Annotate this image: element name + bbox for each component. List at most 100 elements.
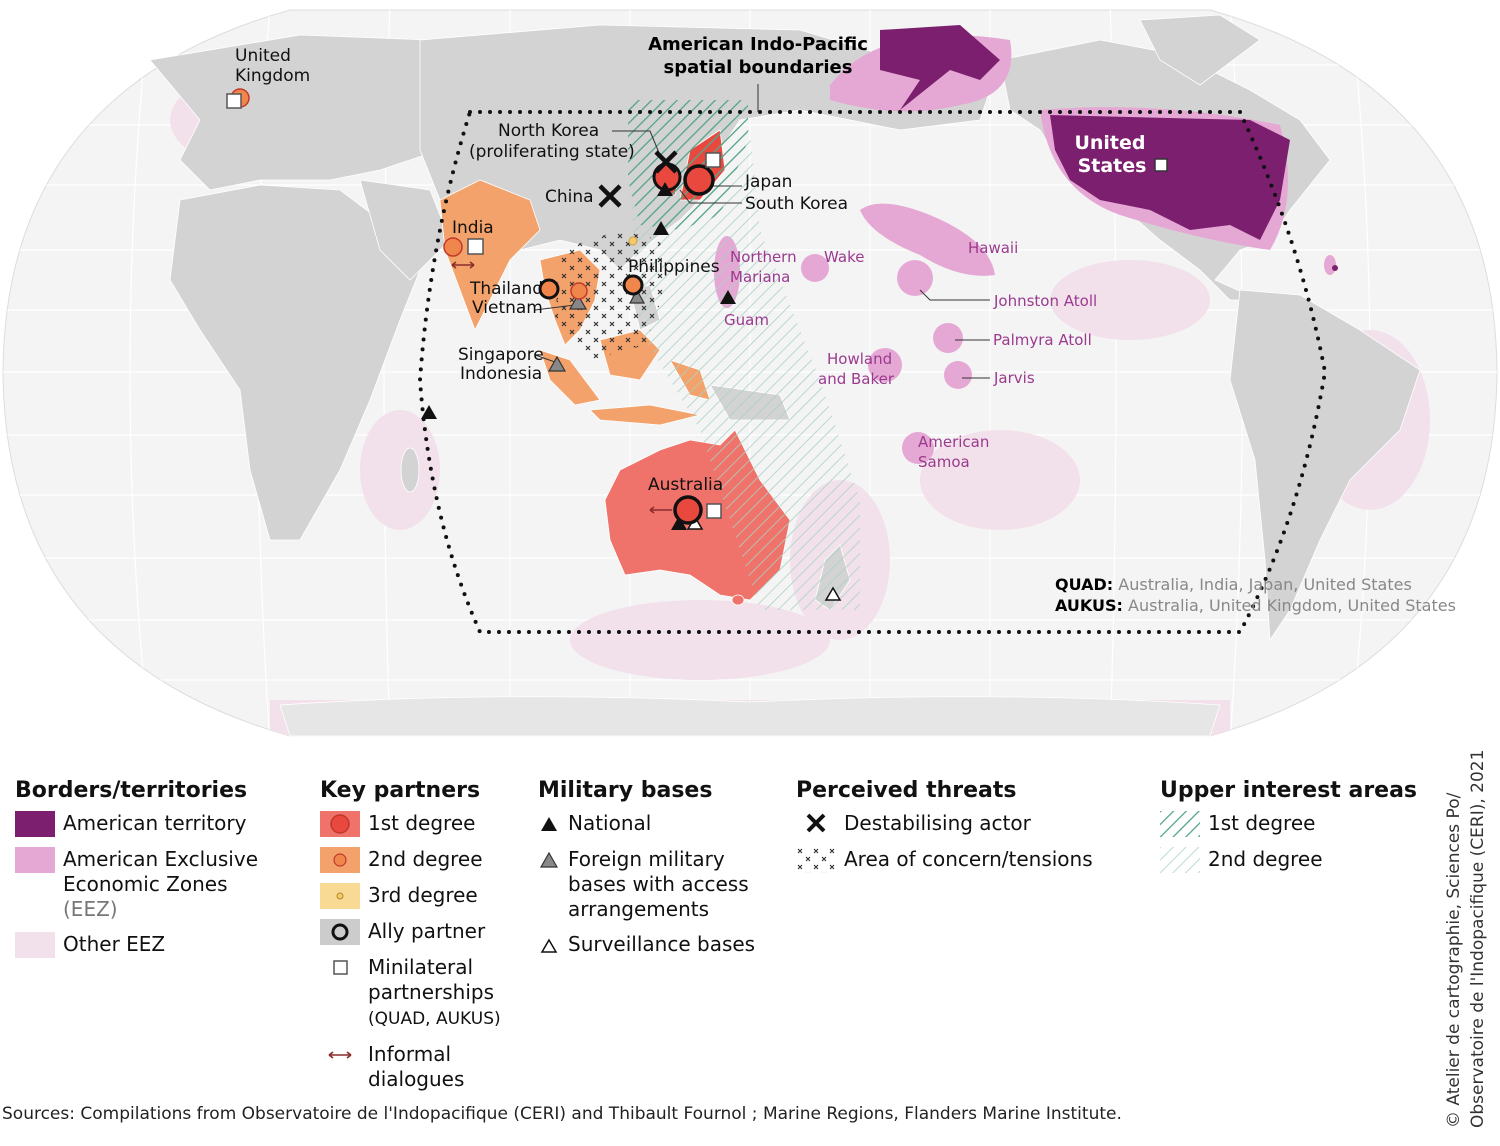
land-part — [1139, 14, 1261, 86]
legend-title: Borders/territories — [15, 778, 248, 803]
swatch-part — [806, 813, 826, 833]
american-eez-part — [868, 348, 902, 382]
markers-part — [570, 282, 588, 300]
legend-label: Informal dialogues — [368, 1042, 465, 1091]
swatch — [328, 1051, 352, 1059]
swatch — [796, 847, 836, 873]
leader-lines-part — [612, 130, 663, 161]
legend-label: Foreign military bases with access arran… — [568, 847, 749, 921]
legend-item: Informal dialogues — [320, 1042, 540, 1092]
swatch — [15, 811, 55, 837]
swatch-part — [336, 892, 344, 900]
place-label: Jarvis — [993, 369, 1035, 387]
markers-part — [451, 261, 475, 269]
group-note: QUAD: Australia, India, Japan, United St… — [1055, 575, 1412, 594]
american-eez-part — [801, 254, 829, 282]
legend-item: Foreign military bases with access arran… — [538, 847, 768, 922]
markers-part — [467, 238, 484, 255]
swatch — [806, 813, 826, 833]
markers — [226, 88, 1168, 601]
legend-label: Destabilising actor — [844, 811, 1031, 835]
basemap — [2, 9, 1498, 737]
legend-label-part: (EEZ) — [63, 897, 118, 921]
swatch — [1160, 847, 1200, 873]
land-part — [400, 447, 420, 493]
swatch — [15, 932, 55, 958]
legend-item: Other EEZ — [15, 932, 305, 958]
label-line: United — [1074, 132, 1145, 154]
land-part — [149, 34, 441, 191]
leader-lines-part — [679, 189, 742, 204]
legend-item: National — [538, 811, 768, 837]
legend-label: Surveillance bases — [568, 932, 756, 956]
swatch — [320, 811, 360, 837]
legend-item: American Exclusive Economic Zones (EEZ) — [15, 847, 305, 922]
boundary-label-line: American Indo-Pacific — [648, 34, 868, 55]
swatch — [320, 847, 360, 873]
leader-lines-part — [534, 354, 556, 363]
place-label: Wake — [824, 248, 864, 266]
eez-other-part — [570, 600, 830, 680]
group-members: Australia, India, Japan, United States — [1118, 575, 1412, 594]
american-eez-part — [897, 260, 933, 296]
legend-label: 1st degree — [368, 811, 476, 835]
place-label: Vietnam — [472, 298, 543, 318]
american-eez-part — [944, 361, 972, 389]
american-territory — [880, 25, 1338, 271]
swatch-part — [1160, 847, 1200, 873]
place-label: India — [452, 218, 494, 238]
legend-item: 2nd degree — [320, 847, 540, 873]
place-label: United Kingdom — [235, 46, 310, 86]
markers-part — [226, 93, 242, 109]
place-label: Howland and Baker — [818, 350, 895, 388]
markers-part — [598, 150, 678, 208]
legend-item: 2nd degree — [1160, 847, 1420, 873]
eez-other-part — [920, 430, 1080, 530]
interest-areas-part — [555, 230, 665, 360]
legend-item: Ally partner — [320, 919, 540, 945]
leader-lines-part — [919, 289, 990, 301]
legend-label: 3rd degree — [368, 883, 478, 907]
american-territory-part — [880, 25, 1000, 110]
leader-lines-part — [534, 304, 576, 311]
place-label: North Korea — [498, 121, 599, 141]
legend-item: Destabilising actor — [796, 811, 1126, 837]
legend-label: American territory — [63, 811, 247, 835]
swatch-part — [331, 923, 349, 941]
label-line: Northern — [730, 248, 797, 266]
key-partner-territory-part — [731, 594, 745, 606]
markers-part — [443, 237, 463, 257]
place-label: American Samoa — [918, 433, 989, 471]
credit-line: Observatoire de l'Indopacifique (CERI), … — [1468, 749, 1488, 1128]
swatch-part — [320, 919, 360, 945]
map: American Indo-Pacific spatial boundaries … — [2, 9, 1498, 737]
swatch-part — [541, 817, 557, 831]
place-label: China — [545, 187, 594, 207]
swatch-part — [15, 811, 55, 837]
swatch-part — [330, 814, 350, 834]
place-label: Johnston Atoll — [993, 292, 1097, 310]
legend-title: Key partners — [320, 778, 481, 803]
markers-part — [706, 503, 722, 519]
place-label: Philippines — [628, 257, 720, 277]
swatch — [320, 883, 360, 909]
swatch — [1160, 811, 1200, 837]
swatch — [15, 847, 55, 873]
legend-title: Perceived threats — [796, 778, 1017, 803]
swatch-part — [1160, 811, 1200, 837]
legend-label: Ally partner — [368, 919, 486, 943]
interest-areas — [555, 100, 860, 610]
credit-line: © Atelier de cartographie, Sciences Po/ — [1444, 792, 1464, 1128]
sources: Sources: Compilations from Observatoire … — [2, 1104, 1122, 1124]
land-part — [169, 184, 421, 541]
place-label: (proliferating state) — [469, 142, 635, 162]
american-territory-part — [1332, 265, 1338, 271]
group-note: AUKUS: Australia, United Kingdom, United… — [1055, 596, 1456, 615]
legend-label: National — [568, 811, 652, 835]
land-part — [359, 179, 451, 281]
legend-title: Military bases — [538, 778, 713, 803]
label-line: Howland — [827, 350, 892, 368]
legend-item: 1st degree — [320, 811, 540, 837]
swatch-part — [328, 1051, 352, 1059]
